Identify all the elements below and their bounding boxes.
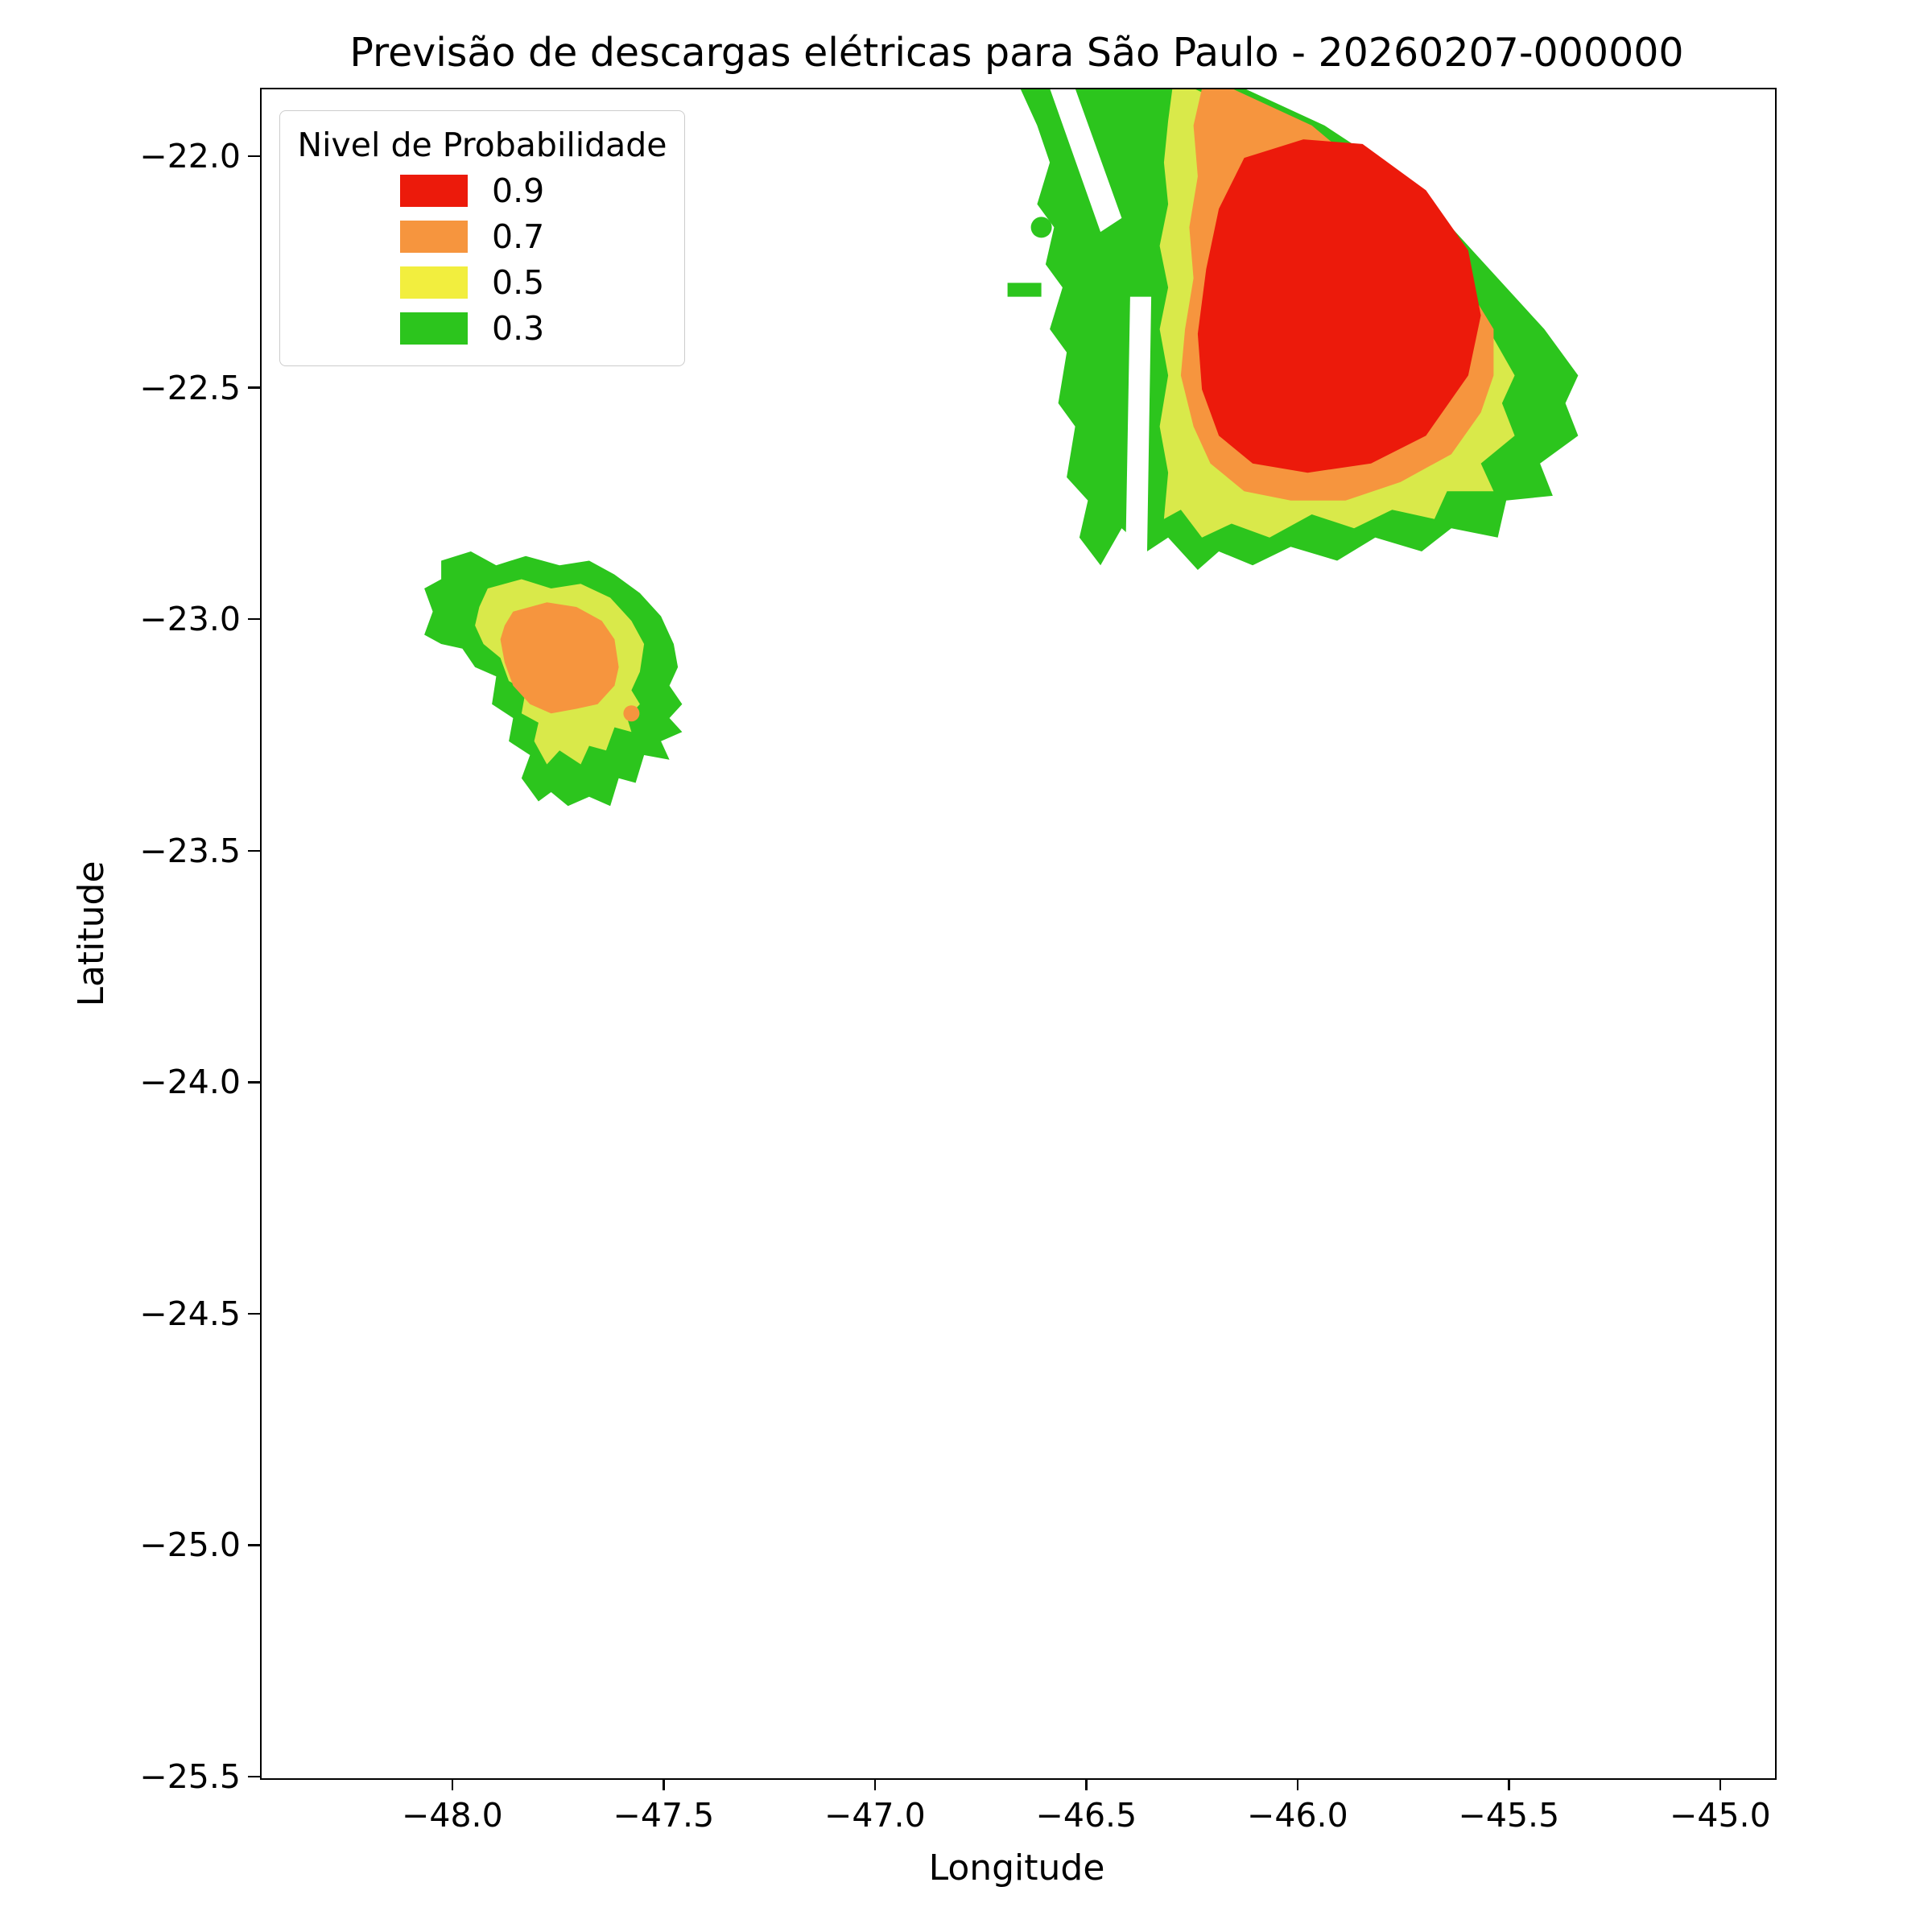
x-tick-mark (873, 1778, 877, 1790)
y-tick-label: −24.5 (139, 1294, 241, 1333)
legend-entry-label: 0.3 (492, 308, 545, 348)
contour-hole-northeast-gap-slash (1050, 89, 1122, 233)
x-tick-mark (1719, 1778, 1722, 1790)
y-tick-label: −22.0 (139, 137, 241, 176)
x-tick-label: −48.0 (402, 1796, 503, 1835)
y-tick-mark (248, 1312, 260, 1315)
x-tick-mark (1508, 1778, 1510, 1790)
y-tick-label: −22.5 (139, 368, 241, 407)
legend-swatch-icon (400, 174, 468, 207)
y-tick-mark (248, 155, 260, 158)
legend-entry-label: 0.5 (492, 262, 545, 302)
legend-title: Nivel de Probabilidade (297, 126, 667, 164)
y-axis-label: Latitude (71, 861, 112, 1007)
contour-region-northeast-cell-p90 (1197, 139, 1481, 473)
legend-rows: 0.9 0.7 0.5 0.3 (296, 167, 668, 351)
point-marker-orange (623, 705, 640, 722)
point-marker-green (1030, 217, 1052, 238)
x-tick-mark (663, 1778, 665, 1790)
x-tick-label: −45.5 (1458, 1796, 1560, 1835)
y-tick-label: −23.0 (139, 600, 241, 639)
y-tick-mark (248, 617, 260, 621)
contour-region-southwest-cell-p70 (500, 602, 619, 714)
x-tick-mark (451, 1778, 454, 1790)
legend: Nivel de Probabilidade 0.9 0.7 0.5 0.3 (279, 110, 685, 366)
chart-title: Previsão de descargas elétricas para São… (349, 30, 1684, 76)
y-tick-mark (248, 1775, 260, 1778)
legend-swatch-icon (400, 220, 468, 253)
legend-entry-0.3: 0.3 (296, 305, 668, 351)
contour-map-svg (424, 89, 1579, 807)
x-axis-label: Longitude (928, 1847, 1105, 1889)
x-tick-mark (1296, 1778, 1299, 1790)
y-tick-label: −23.5 (139, 831, 241, 870)
x-tick-label: −46.5 (1035, 1796, 1137, 1835)
y-tick-mark (248, 386, 260, 389)
y-tick-label: −25.5 (139, 1757, 241, 1796)
y-tick-mark (248, 1081, 260, 1084)
legend-swatch-icon (400, 312, 468, 345)
contour-hole-northeast-gap-sliver (1125, 296, 1152, 556)
y-tick-label: −25.0 (139, 1525, 241, 1565)
y-tick-mark (248, 1544, 260, 1546)
legend-entry-0.5: 0.5 (296, 259, 668, 305)
legend-entry-label: 0.7 (492, 217, 545, 256)
y-tick-label: −24.0 (139, 1063, 241, 1102)
x-tick-label: −45.0 (1670, 1796, 1771, 1835)
legend-entry-0.9: 0.9 (296, 167, 668, 213)
x-tick-label: −46.0 (1247, 1796, 1348, 1835)
legend-swatch-icon (400, 266, 468, 299)
contour-region-northeast-spur-p30 (1007, 283, 1042, 297)
legend-entry-label: 0.9 (492, 171, 545, 210)
legend-entry-0.7: 0.7 (296, 213, 668, 259)
plot-area: Nivel de Probabilidade 0.9 0.7 0.5 0.3 (260, 88, 1777, 1780)
x-tick-label: −47.0 (824, 1796, 926, 1835)
x-tick-mark (1085, 1778, 1088, 1790)
x-tick-label: −47.5 (613, 1796, 715, 1835)
y-tick-mark (248, 849, 260, 852)
